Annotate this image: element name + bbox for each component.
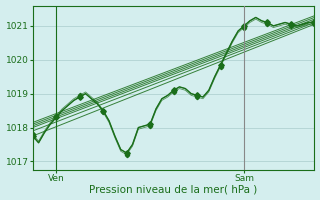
X-axis label: Pression niveau de la mer( hPa ): Pression niveau de la mer( hPa ) xyxy=(90,184,258,194)
